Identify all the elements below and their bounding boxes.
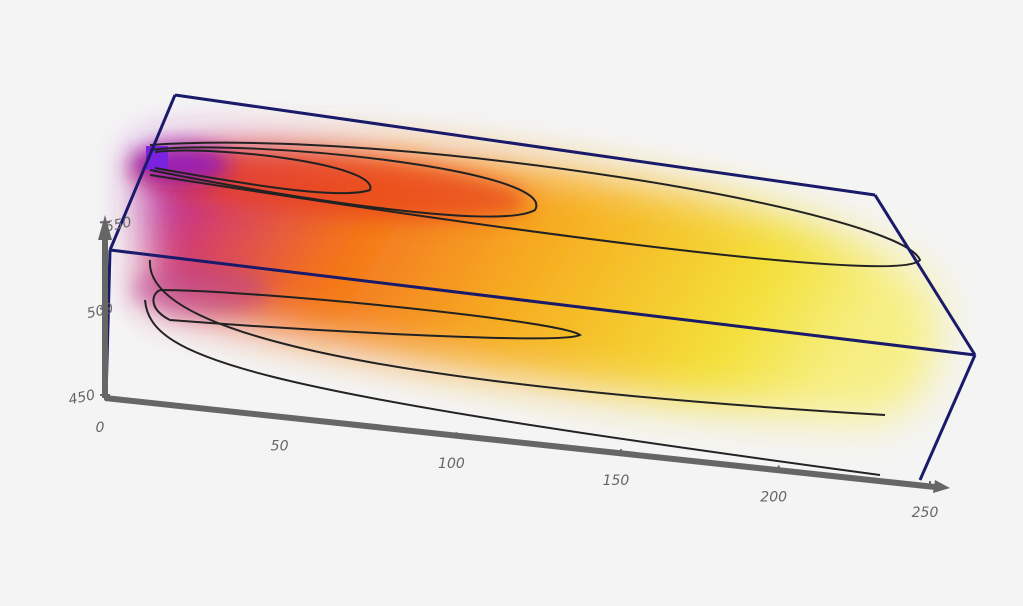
x-tick-label: 150 bbox=[603, 473, 630, 489]
x-tick-label: 250 bbox=[912, 505, 939, 521]
x-tick-label: 200 bbox=[760, 489, 787, 505]
x-tick-label: 0 bbox=[96, 420, 105, 436]
axes bbox=[98, 215, 950, 493]
y-tick-label: 500 bbox=[85, 301, 115, 322]
y-tick-label: 450 bbox=[67, 387, 97, 408]
volume bbox=[130, 146, 938, 421]
y-tick-label: 550 bbox=[104, 214, 134, 235]
x-tick-label: 100 bbox=[438, 456, 465, 472]
x-tick-label: 50 bbox=[271, 439, 289, 455]
contours bbox=[144, 141, 922, 476]
